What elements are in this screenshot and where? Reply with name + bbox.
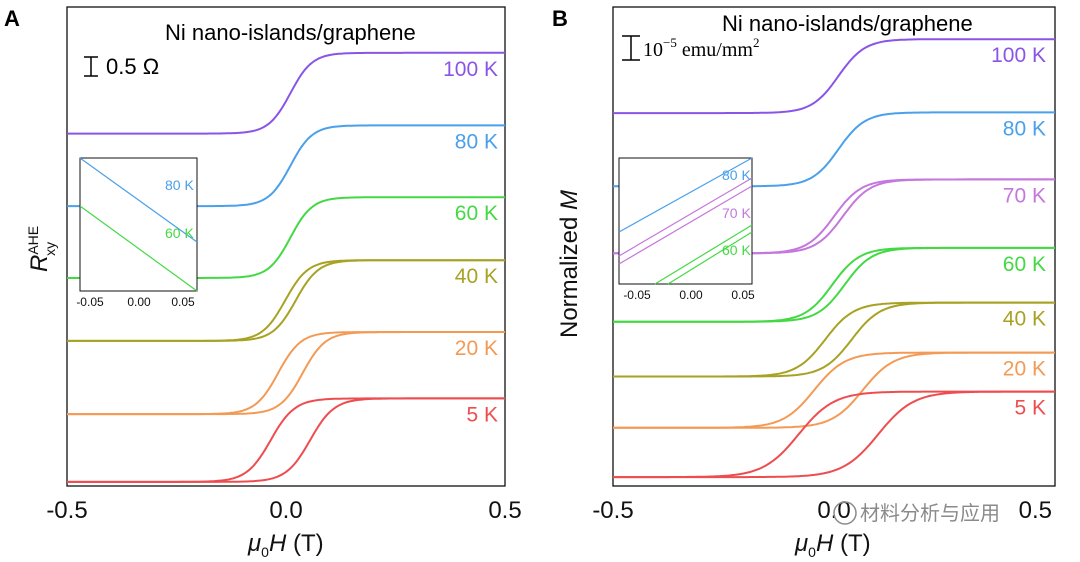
x-axis-label-mu: μ [247,530,261,557]
scale-bar-label-a: 0.5 Ω [106,54,159,79]
series-label-5k: 5 K [466,403,498,426]
series-label-40k: 40 K [455,265,498,288]
inset-label-70k: 70 K [722,205,751,221]
y-axis-label-main: R [26,255,53,272]
y-axis-label-main: Normalized [556,210,583,338]
x-tick-label: 0.0 [269,497,302,524]
inset-line-60k [79,205,198,292]
x-axis-label-a: μ0H (T) [247,530,324,560]
x-axis-label-h: H [816,530,834,557]
series-line-40k [613,301,1055,378]
series-line-5k [67,397,505,483]
inset-tick-label: 0.05 [731,288,755,302]
series-line-100k [613,38,1055,115]
series-label-20k: 20 K [455,337,498,360]
x-axis-label-b: μ0H (T) [794,530,871,560]
inset-label-80k: 80 K [165,177,194,193]
series-label-80k: 80 K [455,130,498,153]
series-line-5k [613,390,1055,479]
inset-line-70k [618,177,753,257]
series-line-20k [67,331,505,416]
inset-line-70k-b [618,185,753,265]
x-axis-label-mu: μ [794,530,808,557]
inset-label-60k: 60 K [165,225,194,241]
watermark-text: 材料分析与应用 [860,501,1000,525]
inset-line-80k [618,157,753,233]
x-tick-label: 0.5 [488,497,521,524]
scale-bar-label-b: 10−5 emu/mm2 [643,35,759,61]
panel-label-a: A [4,6,20,31]
x-tick-label: -0.5 [592,497,633,524]
scale-bar-base: 10 [643,39,663,61]
inset-tick-label: -0.05 [623,288,651,302]
series-label-80k: 80 K [1003,117,1046,140]
series-line-20k [613,351,1055,429]
y-axis-label-a: RAHExy [25,226,58,272]
watermark: 材料分析与应用 [833,501,1000,525]
x-tick-label: -0.5 [46,497,87,524]
wechat-icon [833,501,857,525]
series-label-60k: 60 K [1003,253,1046,276]
series-group-b: 100 K 80 K 70 K 60 K 40 K 20 K 5 K [613,38,1055,479]
x-tick-label: 0.5 [1019,497,1052,524]
x-axis-label-unit: (T) [833,530,870,557]
series-line-40k [613,301,1055,378]
inset-label-60k: 60 K [722,242,751,258]
scale-bar-b: 10−5 emu/mm2 [622,35,759,61]
inset-tick-label: -0.05 [76,295,104,309]
inset-frame-a [79,157,198,292]
inset-line-60k-b [667,231,753,285]
scale-bar-unit: emu/mm [677,39,754,61]
inset-tick-label: 0.00 [127,295,151,309]
x-axis-label-sub: 0 [808,544,816,560]
x-axis-label-h: H [269,530,287,557]
series-group-a: 100 K 80 K 60 K 40 K 20 K 5 K [67,51,505,483]
inset-line-60k [654,224,753,285]
panel-label-b: B [552,6,568,31]
scale-bar-exp: −5 [663,35,677,50]
panel-a: A Ni nano-islands/graphene 0.5 Ω RAHExy … [4,6,522,560]
series-line-20k [67,331,505,416]
x-axis-label-sub: 0 [261,544,269,560]
inset-tick-label: 0.05 [171,295,195,309]
inset-label-80k: 80 K [722,167,751,183]
y-axis-label-sub: xy [42,242,58,256]
panel-b: B Ni nano-islands/graphene 10−5 emu/mm2 … [552,6,1056,560]
series-line-60k [613,246,1055,323]
series-line-100k [67,51,505,135]
inset-a: 80 K 60 K -0.05 0.00 0.05 [76,157,198,309]
inset-line-80k [79,157,198,243]
scale-bar-a: 0.5 Ω [84,54,159,79]
series-label-60k: 60 K [455,202,498,225]
series-line-40k [67,259,505,342]
series-label-70k: 70 K [1003,184,1046,207]
y-axis-label-italic: M [556,190,583,210]
series-label-5k: 5 K [1014,397,1046,420]
series-line-20k [613,351,1055,429]
inset-frame-b [618,157,753,285]
scale-bar-unit-exp: 2 [753,35,760,50]
y-axis-label-sup: AHE [25,226,41,255]
series-label-100k: 100 K [991,44,1046,67]
inset-b: 80 K 70 K 60 K -0.05 0.00 0.05 [618,157,755,302]
y-axis-label-b: Normalized M [556,190,583,338]
series-label-100k: 100 K [443,58,498,81]
chart-title-b: Ni nano-islands/graphene [722,11,973,36]
series-line-5k [613,390,1055,479]
inset-tick-label: 0.00 [679,288,703,302]
x-axis-label-unit: (T) [286,530,323,557]
series-label-20k: 20 K [1003,358,1046,381]
plot-frame-a [66,6,506,487]
series-label-40k: 40 K [1003,308,1046,331]
plot-frame-b [612,6,1056,487]
series-line-5k [67,397,505,483]
chart-title-a: Ni nano-islands/graphene [165,20,416,45]
